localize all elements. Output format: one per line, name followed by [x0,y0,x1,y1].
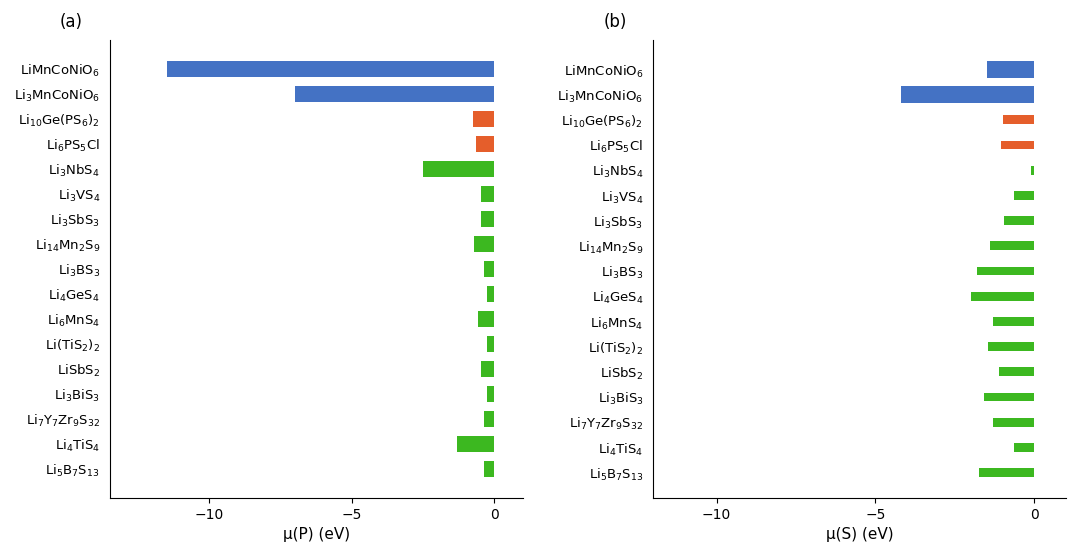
Bar [423,161,495,177]
Bar [901,86,1035,103]
Bar [1030,166,1035,175]
Bar [482,361,495,377]
Bar [1004,216,1035,225]
Text: (b): (b) [604,13,626,31]
Text: (a): (a) [60,13,83,31]
Bar [484,461,495,477]
Bar [978,468,1035,477]
Bar [473,111,495,127]
Bar [484,261,495,277]
Bar [1014,443,1035,452]
Bar [482,186,495,202]
Bar [484,411,495,427]
Bar [984,393,1035,401]
Bar [487,286,495,302]
Bar [295,86,495,102]
Bar [487,386,495,402]
Bar [1014,191,1035,200]
Bar [977,267,1035,275]
Bar [478,311,495,327]
Bar [1002,116,1035,124]
Bar [999,368,1035,376]
Bar [166,61,495,77]
X-axis label: μ(S) (eV): μ(S) (eV) [826,527,893,542]
Bar [990,241,1035,250]
Bar [1001,141,1035,150]
X-axis label: μ(P) (eV): μ(P) (eV) [283,527,350,542]
Bar [987,61,1035,78]
Bar [487,336,495,352]
Bar [457,436,495,452]
Bar [993,317,1035,326]
Bar [482,211,495,227]
Bar [993,418,1035,426]
Bar [971,292,1035,301]
Bar [988,342,1035,351]
Bar [475,136,495,152]
Bar [474,236,495,252]
